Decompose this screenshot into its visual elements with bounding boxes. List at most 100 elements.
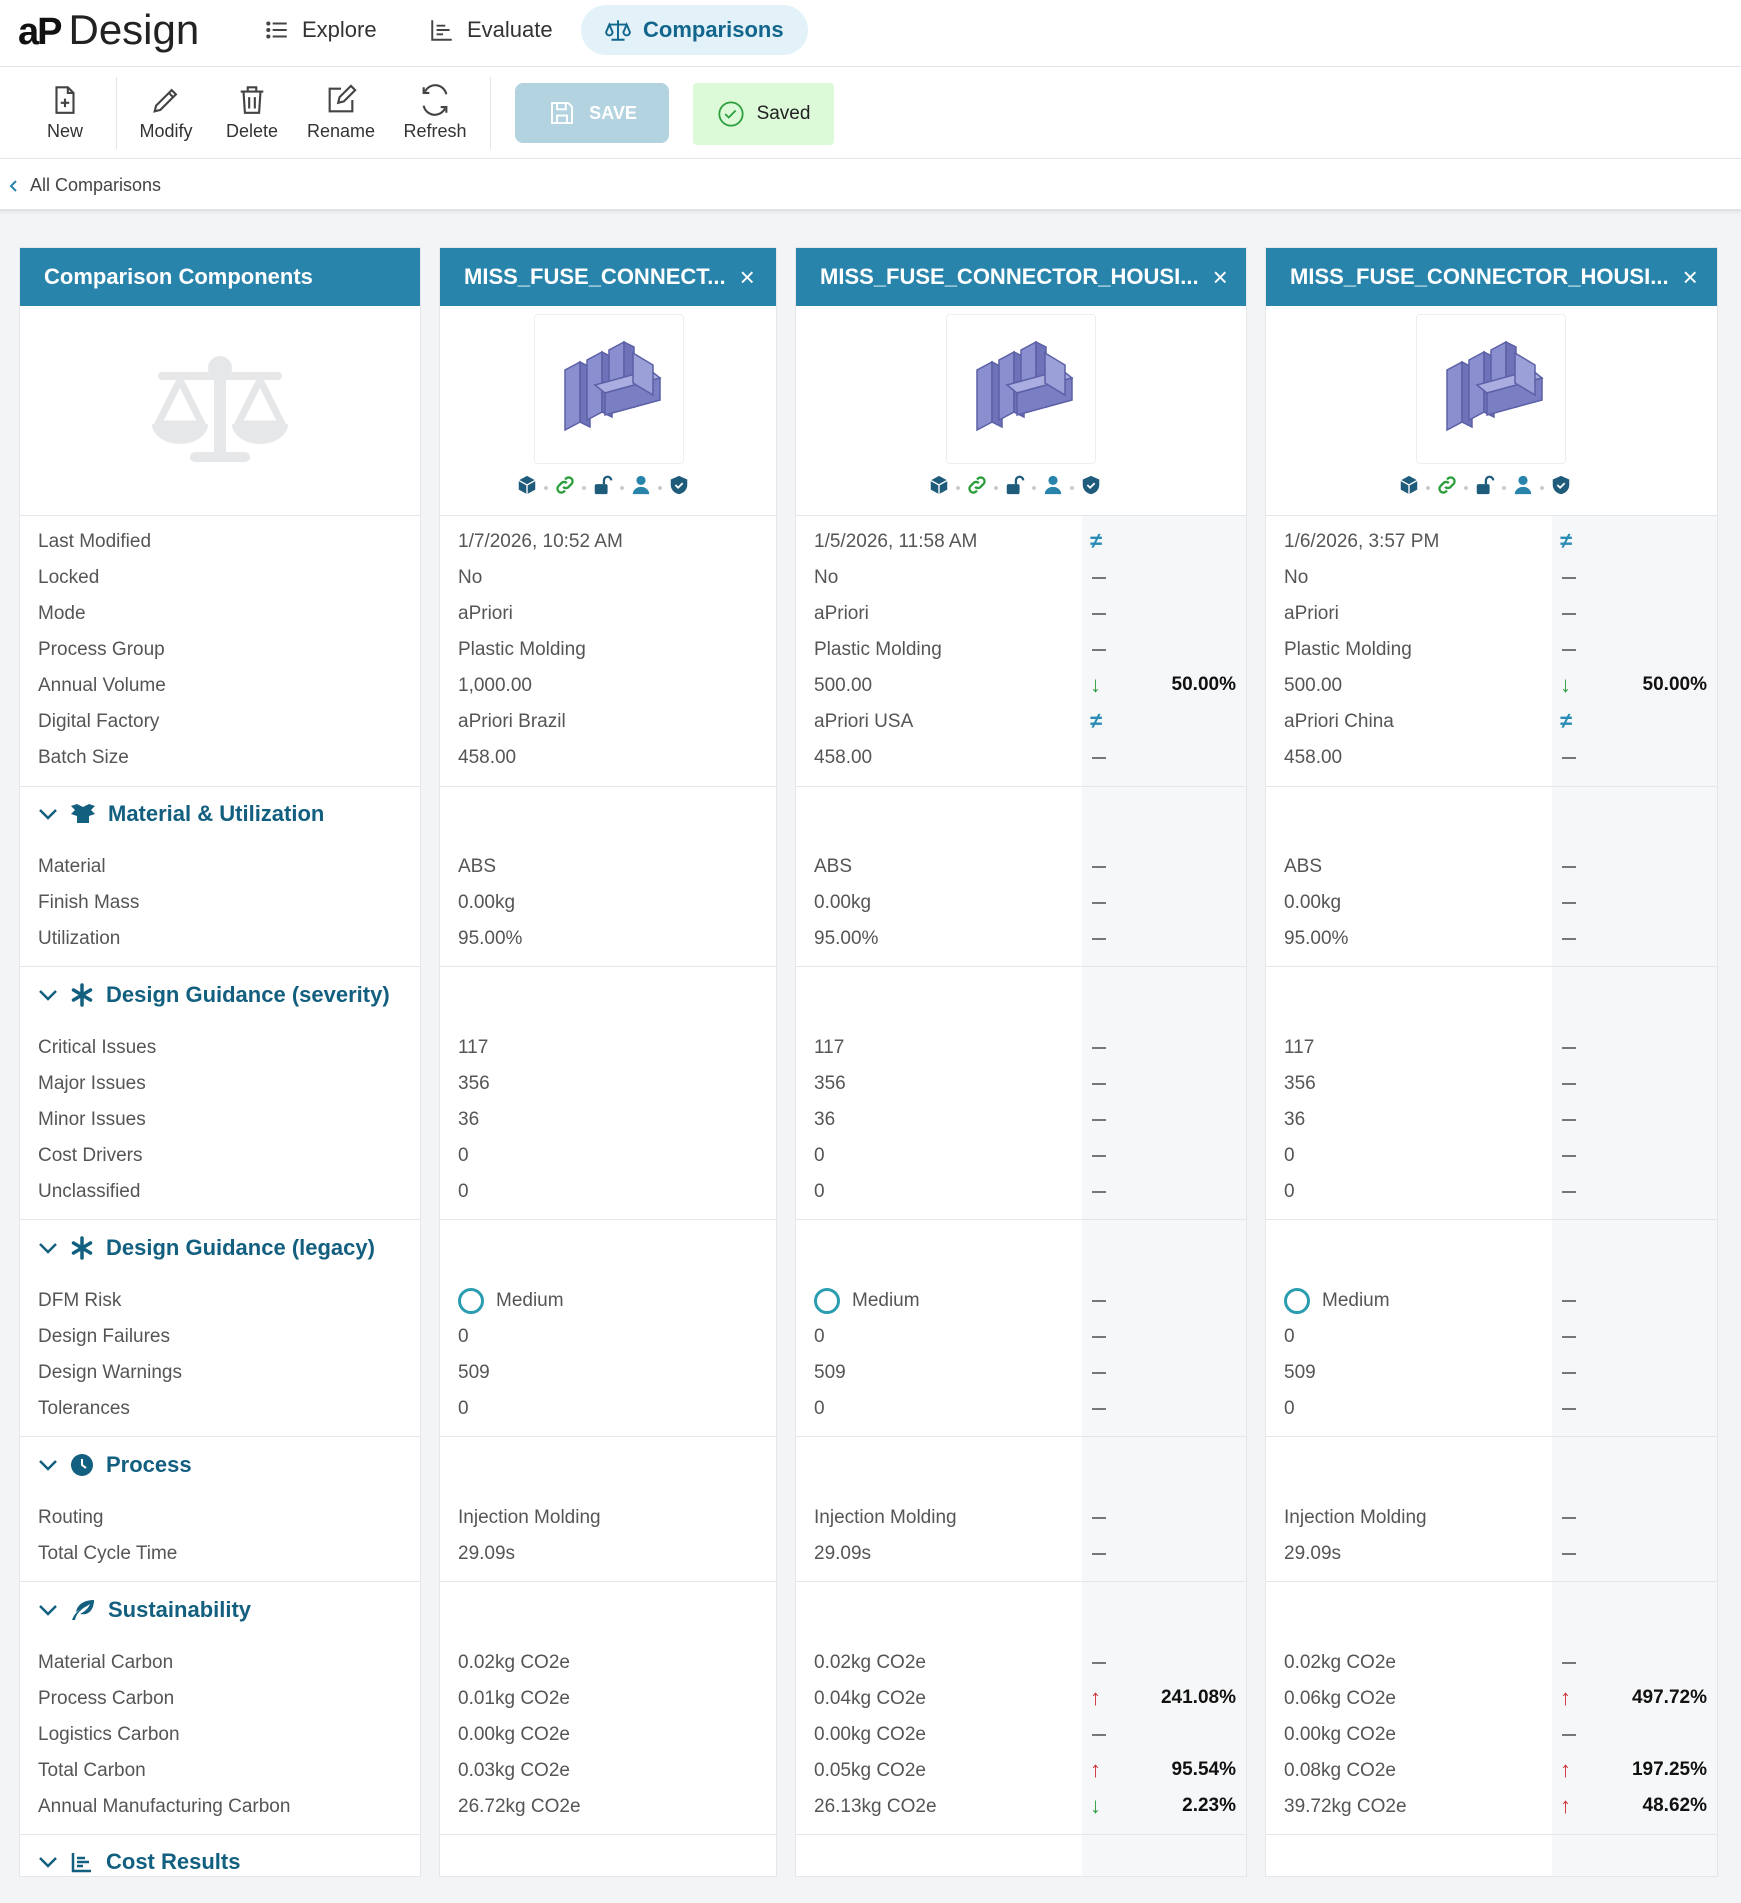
link-icon[interactable] xyxy=(554,474,576,501)
scenario-title[interactable]: MISS_FUSE_CONNECT... xyxy=(464,264,726,289)
comparison-column-header[interactable]: MISS_FUSE_CONNECTOR_HOUSI... × xyxy=(1266,248,1717,306)
metric-value: 117 xyxy=(458,1037,489,1058)
no-change-dash xyxy=(1562,1300,1576,1302)
arrow-up-icon: ↑ xyxy=(1560,1685,1571,1710)
all-comparisons-link[interactable]: All Comparisons xyxy=(8,175,161,196)
cube-icon[interactable] xyxy=(1398,474,1420,501)
app-logo[interactable]: aP Design xyxy=(18,6,199,56)
rename-button-label: Rename xyxy=(306,121,376,141)
metric-value: 26.13kg CO2e xyxy=(814,1796,937,1817)
section-header-severity[interactable]: Design Guidance (severity) xyxy=(38,975,390,1015)
info-value: aPriori xyxy=(1284,603,1339,624)
section-header-legacy[interactable]: Design Guidance (legacy) xyxy=(38,1228,375,1268)
user-icon[interactable] xyxy=(630,474,652,501)
clock-icon xyxy=(71,1454,93,1476)
new-button[interactable]: New xyxy=(20,83,110,142)
section-header-cost[interactable]: Cost Results xyxy=(38,1842,241,1876)
shield-icon[interactable] xyxy=(668,474,690,501)
chevron-down-icon[interactable] xyxy=(38,1241,58,1255)
separator-dot xyxy=(1502,485,1506,490)
cube-icon[interactable] xyxy=(516,474,538,501)
metric-label: Total Carbon xyxy=(38,1760,146,1781)
section-header-process[interactable]: Process xyxy=(38,1445,192,1485)
unlock-icon[interactable] xyxy=(1474,474,1496,501)
separator-dot xyxy=(994,485,998,490)
section-divider xyxy=(796,966,1246,967)
nav-tab-explore[interactable]: Explore xyxy=(240,5,401,55)
part-thumbnail[interactable] xyxy=(1416,314,1566,464)
metric-value: 0.01kg CO2e xyxy=(458,1688,570,1709)
unlock-icon[interactable] xyxy=(592,474,614,501)
no-change-dash xyxy=(1562,649,1576,651)
metric-label: Minor Issues xyxy=(38,1109,146,1130)
scenario-thumbnail-area xyxy=(1266,306,1717,516)
nav-tab-evaluate-label: Evaluate xyxy=(467,17,553,42)
cube-icon[interactable] xyxy=(928,474,950,501)
info-value: aPriori China xyxy=(1284,711,1394,732)
separator-dot xyxy=(1540,485,1544,490)
metric-value: Injection Molding xyxy=(1284,1507,1427,1528)
info-label: Digital Factory xyxy=(38,711,160,732)
metric-label: Annual Manufacturing Carbon xyxy=(38,1796,291,1817)
chevron-down-icon[interactable] xyxy=(38,1603,58,1617)
section-title: Design Guidance (severity) xyxy=(106,982,390,1007)
chevron-down-icon[interactable] xyxy=(38,988,58,1002)
section-title: Cost Results xyxy=(106,1849,241,1874)
no-change-dash xyxy=(1092,1662,1106,1664)
metric-value: Injection Molding xyxy=(458,1507,601,1528)
modify-button[interactable]: Modify xyxy=(121,83,211,142)
metric-value: 356 xyxy=(814,1073,846,1094)
section-divider xyxy=(20,1581,420,1582)
shield-icon[interactable] xyxy=(1550,474,1572,501)
breadcrumb: All Comparisons xyxy=(0,159,1741,211)
scenario-title[interactable]: MISS_FUSE_CONNECTOR_HOUSI... xyxy=(820,264,1199,289)
save-button[interactable]: SAVE xyxy=(515,83,669,143)
metric-value: 0 xyxy=(814,1145,825,1166)
section-divider xyxy=(20,1219,420,1220)
modify-button-label: Modify xyxy=(139,121,193,141)
section-header-sustainability[interactable]: Sustainability xyxy=(38,1590,251,1630)
section-divider xyxy=(440,1436,776,1437)
unlock-icon[interactable] xyxy=(1004,474,1026,501)
close-icon[interactable]: × xyxy=(1212,261,1228,292)
chevron-down-icon[interactable] xyxy=(38,1458,58,1472)
link-icon[interactable] xyxy=(966,474,988,501)
no-change-dash xyxy=(1562,902,1576,904)
delete-button[interactable]: Delete xyxy=(207,83,297,142)
risk-ring-icon xyxy=(458,1288,484,1314)
nav-tab-evaluate[interactable]: Evaluate xyxy=(405,5,577,55)
close-icon[interactable]: × xyxy=(739,261,755,292)
scenario-title[interactable]: MISS_FUSE_CONNECTOR_HOUSI... xyxy=(1290,264,1669,289)
part-model-icon xyxy=(976,340,1074,432)
close-icon[interactable]: × xyxy=(1682,261,1698,292)
refresh-button[interactable]: Refresh xyxy=(390,83,480,142)
comparison-column-header[interactable]: MISS_FUSE_CONNECT... × xyxy=(440,248,776,306)
nav-tab-comparisons[interactable]: Comparisons xyxy=(581,5,808,55)
no-change-dash xyxy=(1562,1155,1576,1157)
user-icon[interactable] xyxy=(1512,474,1534,501)
section-divider xyxy=(796,786,1246,787)
metric-value: 95.00% xyxy=(814,928,879,949)
metric-value: 95.00% xyxy=(1284,928,1349,949)
rename-button[interactable]: Rename xyxy=(296,83,386,142)
comparison-column-header[interactable]: MISS_FUSE_CONNECTOR_HOUSI... × xyxy=(796,248,1246,306)
not-equal-icon: ≠ xyxy=(1090,528,1103,553)
part-thumbnail[interactable] xyxy=(946,314,1096,464)
section-divider xyxy=(20,1834,420,1835)
section-header-material[interactable]: Material & Utilization xyxy=(38,794,324,834)
shield-icon[interactable] xyxy=(1080,474,1102,501)
chevron-down-icon[interactable] xyxy=(38,1855,58,1869)
arrow-up-icon: ↑ xyxy=(1560,1757,1571,1782)
scenario-status-icons xyxy=(1398,474,1572,501)
chevron-down-icon[interactable] xyxy=(38,807,58,821)
risk-ring-icon xyxy=(814,1288,840,1314)
no-change-dash xyxy=(1092,577,1106,579)
user-icon[interactable] xyxy=(1042,474,1064,501)
metric-value: 509 xyxy=(458,1362,490,1383)
part-thumbnail[interactable] xyxy=(534,314,684,464)
link-icon[interactable] xyxy=(1436,474,1458,501)
no-change-dash xyxy=(1092,649,1106,651)
toolbar-divider xyxy=(116,77,117,149)
no-change-dash xyxy=(1562,613,1576,615)
metric-value: 0.02kg CO2e xyxy=(814,1652,926,1673)
